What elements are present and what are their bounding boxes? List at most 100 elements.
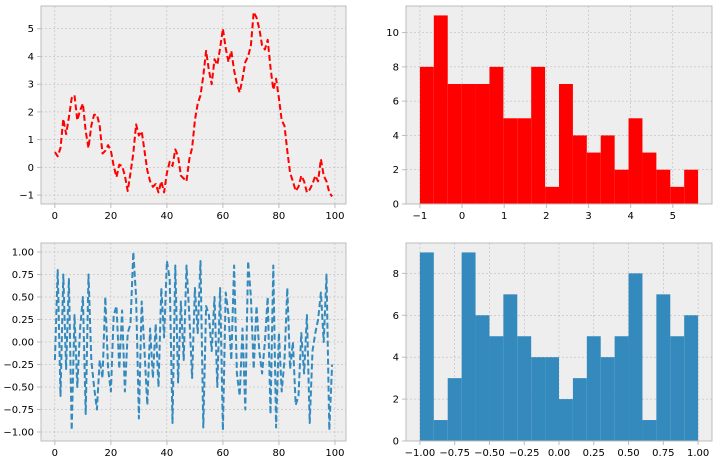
y-tick-label: 0 <box>393 437 399 448</box>
x-tick-label: 0 <box>52 211 58 222</box>
subplot-3: 0 20 40 60 80 100 −1.00 −0.75 −0.50 −0.25 0.00 0.25… <box>3 242 347 459</box>
histogram-bar <box>586 336 601 441</box>
histogram-bar <box>559 84 573 204</box>
histogram-bar <box>642 420 657 441</box>
histogram-bar <box>447 84 462 204</box>
histogram-bar <box>614 169 629 204</box>
x-tick-label: 80 <box>273 448 286 459</box>
x-tick-label: 2 <box>543 211 549 222</box>
histogram-bar <box>600 357 615 441</box>
x-tick-label: 100 <box>325 211 344 222</box>
x-tick-label: −1.00 <box>405 448 436 459</box>
x-tick-label: 0 <box>52 448 58 459</box>
axes-frame <box>40 5 347 205</box>
histogram-bar <box>531 66 546 204</box>
histogram-bar <box>614 336 629 441</box>
x-tick-label: 40 <box>161 211 174 222</box>
histogram-bar <box>503 118 518 204</box>
y-tick-label: 2 <box>393 165 399 176</box>
histogram-bar <box>559 399 573 441</box>
y-tick-label: 10 <box>386 28 399 39</box>
subplot-2: −1 0 1 2 3 4 5 0 2 4 6 8 10 <box>386 5 713 222</box>
histogram-bar <box>461 252 476 441</box>
y-tick-label: 8 <box>393 269 399 280</box>
histogram-bar <box>628 118 643 204</box>
x-tick-label: 0.50 <box>617 448 639 459</box>
subplot-1: 0 20 40 60 80 100 −1 0 1 2 3 4 5 <box>19 5 347 222</box>
y-tick-label: 3 <box>28 80 34 91</box>
x-tick-label: −0.50 <box>474 448 505 459</box>
x-tick-label: 100 <box>325 448 344 459</box>
histogram-bar <box>419 252 434 441</box>
x-tick-label: 1.00 <box>687 448 709 459</box>
y-tick-label: 0 <box>393 200 399 211</box>
histogram-bar <box>670 336 685 441</box>
histogram-bar <box>419 66 434 204</box>
x-tick-label: 5 <box>670 211 676 222</box>
x-tick-label: 60 <box>217 211 230 222</box>
y-tick-label: 0 <box>28 163 34 174</box>
histogram-bar <box>656 169 671 204</box>
series-line-1 <box>54 11 333 198</box>
y-tick-label: 4 <box>28 52 34 63</box>
y-tick-label: 1 <box>28 135 34 146</box>
y-tick-label: 8 <box>393 62 399 73</box>
histogram-bar <box>545 186 559 204</box>
histogram-bar <box>656 294 671 441</box>
x-tick-label: 0 <box>459 211 465 222</box>
y-tick-label: −0.50 <box>3 383 34 394</box>
x-tick-label: 0.00 <box>548 448 570 459</box>
histogram-bar <box>433 15 448 204</box>
x-tick-label: 0.75 <box>652 448 674 459</box>
histogram-bar <box>503 294 518 441</box>
histogram-bar <box>670 186 685 204</box>
histogram-bar <box>600 135 615 204</box>
y-tick-label: −1 <box>19 191 34 202</box>
histogram-bar <box>545 357 559 441</box>
x-tick-label: 20 <box>105 448 118 459</box>
histogram-bar <box>489 66 504 204</box>
y-tick-label: −0.75 <box>3 405 34 416</box>
histogram-bar <box>433 420 448 441</box>
x-tick-label: 80 <box>273 211 286 222</box>
series-line-1 <box>53 251 334 432</box>
histogram-bar <box>475 315 490 441</box>
x-tick-label: 1 <box>501 211 507 222</box>
y-tick-label: 0.25 <box>12 315 34 326</box>
y-tick-label: 2 <box>28 107 34 118</box>
histogram-bar <box>684 169 699 204</box>
y-tick-label: −1.00 <box>3 428 34 439</box>
y-tick-label: 0.75 <box>12 270 34 281</box>
histogram-bar <box>517 336 532 441</box>
x-tick-label: 4 <box>627 211 633 222</box>
x-tick-label: 40 <box>161 448 174 459</box>
y-tick-label: 4 <box>393 131 399 142</box>
histogram-bar <box>517 118 532 204</box>
y-tick-label: 1.00 <box>12 248 34 259</box>
histogram-bar <box>572 135 587 204</box>
y-tick-label: 6 <box>393 97 399 108</box>
y-tick-label: 6 <box>393 311 399 322</box>
histogram-bar <box>628 273 643 441</box>
histogram-bar <box>572 378 587 441</box>
y-tick-label: 5 <box>28 24 34 35</box>
y-tick-label: 0.00 <box>12 338 34 349</box>
x-tick-label: 60 <box>217 448 230 459</box>
x-tick-label: 3 <box>585 211 591 222</box>
histogram-bar <box>684 315 699 441</box>
histogram-bar <box>489 336 504 441</box>
y-tick-label: 0.50 <box>12 293 34 304</box>
histogram-bar <box>447 378 462 441</box>
y-tick-label: 2 <box>393 395 399 406</box>
x-tick-label: −0.75 <box>439 448 470 459</box>
x-tick-label: −1 <box>413 211 428 222</box>
histogram-bar <box>586 152 601 204</box>
x-tick-label: −0.25 <box>509 448 540 459</box>
axes-frame <box>405 5 713 205</box>
histogram-bar <box>531 357 546 441</box>
histogram-bar <box>475 84 490 204</box>
subplot-4: −1.00 −0.75 −0.50 −0.25 0.00 0.25 0.50 0.75 1.00… <box>393 242 713 459</box>
y-tick-label: −0.25 <box>3 360 34 371</box>
histogram-bar <box>461 84 476 204</box>
